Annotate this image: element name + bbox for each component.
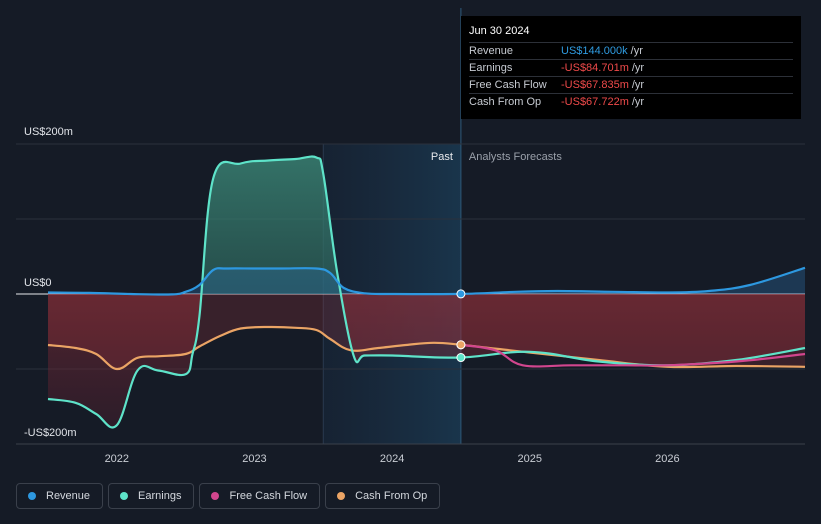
- earnings-negative-area: [48, 294, 805, 428]
- legend-item-earnings[interactable]: Earnings: [108, 483, 195, 509]
- tooltip-value: -US$67.835m: [561, 79, 629, 91]
- highlight-markers: [456, 289, 466, 363]
- tooltip-label: Cash From Op: [469, 96, 542, 108]
- legend-dot-icon: [28, 492, 36, 500]
- line-revenue: [47, 266, 806, 296]
- tooltip-date: Jun 30 2024: [469, 25, 530, 37]
- y-tick-label: US$0: [24, 277, 52, 289]
- legend-item-revenue[interactable]: Revenue: [16, 483, 104, 509]
- tooltip-value: US$144.000k: [561, 45, 628, 57]
- legend-dot-icon: [211, 492, 220, 500]
- x-tick-label: 2022: [105, 453, 129, 465]
- tooltip-label: Earnings: [469, 62, 513, 74]
- legend-label: Revenue: [46, 490, 91, 502]
- tooltip-value: -US$67.722m: [561, 96, 629, 108]
- x-tick-label: 2023: [242, 453, 266, 465]
- series-lines: [47, 155, 806, 429]
- marker-cash-from-op: [456, 340, 466, 350]
- y-tick-label: -US$200m: [24, 427, 77, 439]
- line-free-cash-flow: [460, 343, 806, 368]
- tooltip-label: Free Cash Flow: [469, 79, 547, 91]
- tooltip-label: Revenue: [469, 45, 514, 57]
- earnings-positive-area: [48, 156, 805, 294]
- legend-label: Earnings: [138, 490, 182, 502]
- legend-dot-icon: [120, 492, 129, 500]
- tooltip-unit: /yr: [631, 79, 645, 91]
- tooltip-unit: /yr: [631, 96, 645, 108]
- axis-labels: US$200m US$0 -US$200m 2022 2023 2024 2025 2026 P…: [24, 126, 680, 465]
- revenue-area: [48, 267, 805, 294]
- legend-item-cash-from-op[interactable]: Cash From Op: [325, 483, 441, 509]
- marker-revenue: [456, 289, 466, 299]
- tooltip-row-revenue: Revenue US$144.000k /yr: [469, 42, 793, 59]
- x-tick-label: 2026: [655, 453, 679, 465]
- legend-label: Free Cash Flow: [229, 490, 308, 502]
- tooltip-unit: /yr: [630, 45, 643, 57]
- y-tick-label: US$200m: [24, 126, 73, 138]
- line-earnings: [47, 155, 806, 429]
- legend-dot-icon: [337, 492, 346, 500]
- tooltip-row-cash-from-op: Cash From Op -US$67.722m /yr: [469, 93, 793, 110]
- x-tick-label: 2024: [380, 453, 404, 465]
- legend-item-free-cash-flow[interactable]: Free Cash Flow: [199, 483, 321, 509]
- x-tick-label: 2025: [517, 453, 541, 465]
- tooltip: Jun 30 2024 Revenue US$144.000k /yr Earn…: [461, 16, 801, 119]
- tooltip-value: -US$84.701m: [561, 62, 629, 74]
- forecast-label: Analysts Forecasts: [469, 151, 562, 163]
- legend: Revenue Earnings Free Cash Flow Cash Fro…: [16, 483, 441, 509]
- tooltip-unit: /yr: [631, 62, 645, 74]
- past-label: Past: [431, 151, 453, 163]
- marker-earnings: [456, 353, 466, 363]
- tooltip-row-earnings: Earnings -US$84.701m /yr: [469, 59, 793, 76]
- past-period-band: [322, 8, 462, 444]
- area-fills: [48, 156, 805, 428]
- tooltip-row-free-cash-flow: Free Cash Flow -US$67.835m /yr: [469, 76, 793, 93]
- legend-label: Cash From Op: [355, 490, 428, 502]
- cash-from-op-area: [48, 294, 805, 370]
